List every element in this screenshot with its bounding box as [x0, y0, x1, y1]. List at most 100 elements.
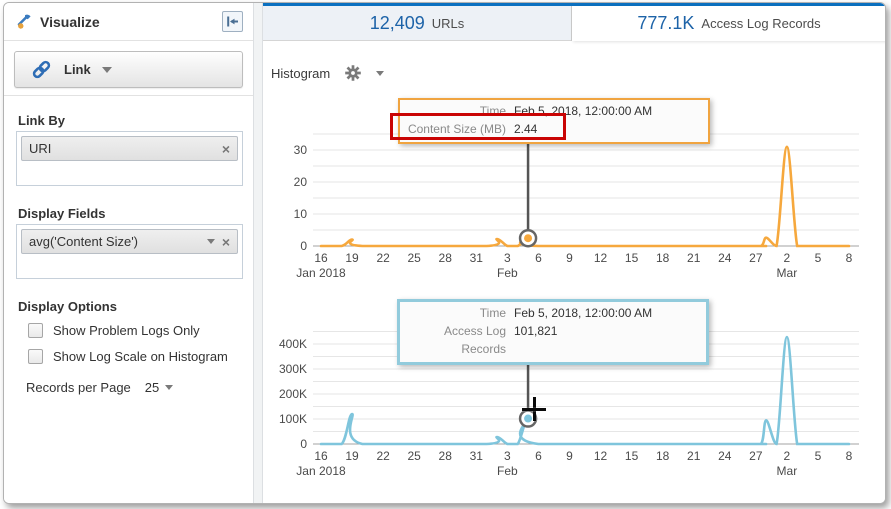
svg-text:8: 8 [846, 251, 853, 265]
svg-text:28: 28 [439, 449, 453, 463]
svg-text:16: 16 [314, 449, 328, 463]
checkbox-icon[interactable] [28, 348, 43, 364]
remove-tag-icon[interactable]: × [221, 140, 230, 157]
svg-text:30: 30 [294, 143, 308, 157]
tooltip-row-content-size: Content Size (MB) 2.44 [406, 120, 702, 138]
svg-text:27: 27 [749, 251, 763, 265]
svg-text:16: 16 [314, 251, 328, 265]
svg-text:2: 2 [784, 251, 791, 265]
svg-text:400K: 400K [279, 337, 307, 351]
svg-text:24: 24 [718, 251, 732, 265]
svg-text:15: 15 [625, 449, 639, 463]
log-analytics-window: Visualize [3, 2, 886, 504]
link-by-tag-label: URI [29, 141, 52, 156]
access-log-tooltip: Time Feb 5, 2018, 12:00:00 AM Access Log… [397, 299, 709, 365]
checkbox-label: Show Problem Logs Only [53, 322, 200, 338]
checkbox-label: Show Log Scale on Histogram [53, 348, 228, 364]
svg-text:Jan 2018: Jan 2018 [296, 464, 346, 478]
tab-access-log-records[interactable]: 777.1K Access Log Records [571, 6, 885, 41]
checkbox-show-problem-logs[interactable]: Show Problem Logs Only [28, 321, 200, 339]
svg-text:300K: 300K [279, 362, 307, 376]
svg-text:22: 22 [376, 449, 390, 463]
link-by-tag[interactable]: URI × [21, 136, 238, 161]
tooltip-label: Time [479, 104, 506, 118]
svg-text:18: 18 [656, 251, 670, 265]
display-fields-label: Display Fields [18, 206, 106, 221]
svg-text:31: 31 [470, 251, 484, 265]
svg-text:21: 21 [687, 251, 701, 265]
display-field-tag[interactable]: avg('Content Size') × [21, 229, 238, 254]
svg-text:25: 25 [407, 449, 421, 463]
tooltip-label: Content Size (MB) [407, 122, 506, 136]
remove-field-icon[interactable]: × [221, 233, 230, 250]
urls-label: URLs [431, 15, 465, 31]
link-by-field[interactable]: URI × [16, 131, 243, 186]
tooltip-value: 101,821 [514, 324, 558, 338]
link-by-label: Link By [18, 113, 65, 128]
tooltip-value: 2.44 [514, 122, 538, 136]
tooltip-label: Time [479, 306, 506, 320]
svg-text:3: 3 [504, 449, 511, 463]
link-button[interactable]: Link [14, 51, 243, 88]
svg-text:Mar: Mar [777, 266, 798, 280]
tooltip-row-records: Access Log Records 101,821 [406, 322, 700, 358]
svg-text:19: 19 [345, 449, 359, 463]
svg-text:100K: 100K [279, 412, 307, 426]
svg-text:3: 3 [504, 251, 511, 265]
crosshair-cursor [522, 397, 546, 421]
tooltip-value: Feb 5, 2018, 12:00:00 AM [514, 306, 653, 320]
records-per-page-row: Records per Page 25 [26, 380, 174, 395]
access-log-count: 777.1K [637, 13, 695, 33]
records-per-page-caret-icon [165, 385, 174, 390]
chart-settings-button[interactable] [344, 64, 362, 82]
svg-text:10: 10 [294, 207, 308, 221]
chart-type-caret-icon[interactable] [376, 70, 385, 76]
svg-text:Jan 2018: Jan 2018 [296, 266, 346, 280]
svg-text:19: 19 [345, 251, 359, 265]
svg-text:8: 8 [846, 449, 853, 463]
collapse-panel-button[interactable] [222, 11, 243, 32]
svg-text:12: 12 [594, 449, 608, 463]
link-section: Link [4, 42, 253, 96]
visualize-panel-header: Visualize [4, 3, 253, 41]
link-button-label: Link [64, 62, 91, 77]
tooltip-value: Feb 5, 2018, 12:00:00 AM [514, 104, 653, 118]
chart-type-label: Histogram [271, 65, 331, 81]
tooltip-label: Access Log Records [443, 324, 506, 356]
tooltip-row-time: Time Feb 5, 2018, 12:00:00 AM [406, 304, 700, 322]
checkbox-icon[interactable] [28, 322, 43, 338]
svg-text:22: 22 [376, 251, 390, 265]
tab-urls[interactable]: 12,409 URLs [263, 6, 571, 40]
chart-toolbar: Histogram [271, 63, 385, 83]
svg-text:9: 9 [566, 251, 573, 265]
records-per-page-select[interactable]: 25 [144, 380, 174, 395]
svg-text:5: 5 [815, 251, 822, 265]
svg-text:6: 6 [535, 449, 542, 463]
field-dropdown-caret-icon[interactable] [206, 239, 215, 244]
visualize-icon [17, 14, 31, 29]
display-field-tag-label: avg('Content Size') [29, 234, 139, 249]
content-size-tooltip: Time Feb 5, 2018, 12:00:00 AM Content Si… [398, 98, 710, 144]
svg-text:31: 31 [470, 449, 484, 463]
link-icon [32, 60, 51, 79]
visualize-panel: Visualize [4, 3, 253, 503]
svg-text:15: 15 [625, 251, 639, 265]
svg-text:9: 9 [566, 449, 573, 463]
svg-text:18: 18 [656, 449, 670, 463]
main-content: 12,409 URLs 777.1K Access Log Records Hi… [263, 3, 886, 503]
collapse-left-icon [227, 16, 238, 27]
access-log-label: Access Log Records [701, 16, 821, 31]
svg-text:28: 28 [439, 251, 453, 265]
records-per-page-label: Records per Page [26, 380, 131, 395]
checkbox-show-log-scale[interactable]: Show Log Scale on Histogram [28, 347, 228, 365]
svg-text:6: 6 [535, 251, 542, 265]
records-per-page-value: 25 [144, 380, 160, 395]
svg-text:20: 20 [294, 175, 308, 189]
display-fields-field[interactable]: avg('Content Size') × [16, 224, 243, 279]
svg-text:0: 0 [300, 239, 307, 253]
svg-text:21: 21 [687, 449, 701, 463]
svg-text:2: 2 [784, 449, 791, 463]
